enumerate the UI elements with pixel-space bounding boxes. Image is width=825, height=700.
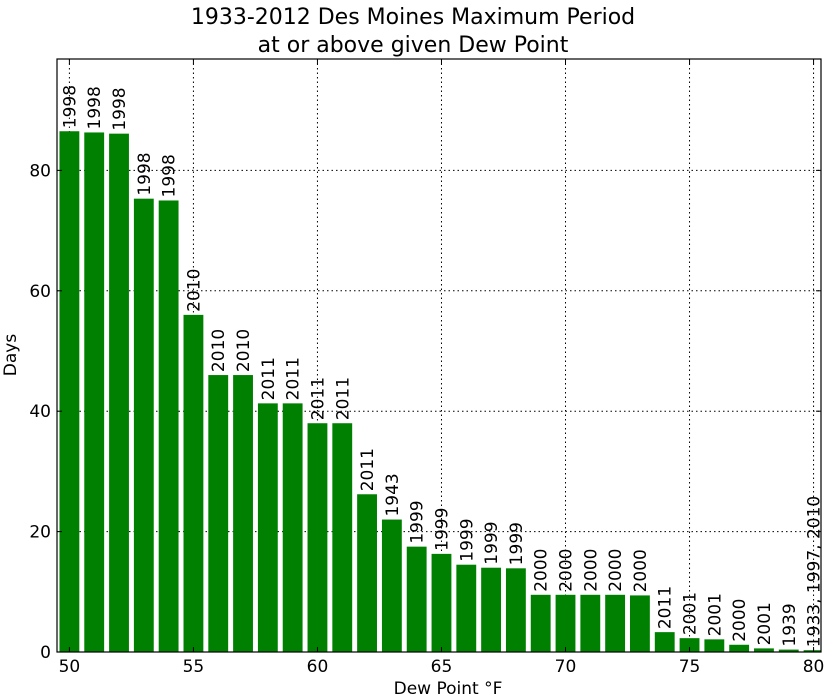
bar [133, 198, 154, 652]
bar [555, 594, 576, 652]
y-tick-label: 20 [29, 523, 51, 543]
bar [729, 644, 750, 652]
x-tick-label: 50 [59, 657, 81, 677]
bar-label: 2000 [631, 549, 651, 592]
bar-label: 2011 [284, 357, 304, 400]
bar-label: 1998 [110, 87, 130, 130]
bar [109, 133, 129, 652]
x-tick-label: 75 [679, 657, 701, 677]
bar [803, 650, 821, 652]
tick-labels-layer: 50 55 60 65 70 75 80 0 20 40 60 80 [29, 161, 824, 677]
bar-label: 2000 [557, 549, 577, 592]
x-tick-label: 70 [555, 657, 577, 677]
bar [84, 132, 105, 653]
bar-label: 1998 [60, 85, 80, 128]
bar [233, 375, 253, 652]
bar-label: 1999 [457, 518, 477, 561]
bar [580, 594, 601, 652]
bar-label: 2001 [705, 593, 725, 636]
bar [778, 649, 799, 652]
bar-label: 2010 [184, 269, 204, 312]
ticks-layer [57, 59, 821, 653]
x-tick-label: 80 [803, 657, 825, 677]
bar [307, 423, 328, 652]
bar-label: 2000 [606, 549, 626, 592]
bar-label: 2001 [681, 592, 701, 635]
bar-label: 2011 [656, 586, 676, 629]
bar [158, 200, 179, 652]
bar-label: 1999 [482, 521, 502, 564]
bar-label: 2000 [532, 549, 552, 592]
bar [530, 594, 551, 652]
bar-label: 2011 [358, 448, 378, 491]
bar-label: 1943 [383, 473, 403, 516]
bar [357, 494, 377, 652]
bar-label: 1999 [408, 500, 428, 543]
chart-title-line-1: 1933-2012 Des Moines Maximum Period [191, 5, 635, 30]
bar-label: 2011 [259, 357, 279, 400]
bar [481, 567, 502, 652]
x-tick-label: 65 [431, 657, 453, 677]
bar-label: 2010 [209, 329, 229, 372]
bar [381, 519, 402, 652]
bar [679, 638, 700, 652]
y-tick-label: 80 [29, 161, 51, 181]
bar-label: 2010 [234, 329, 254, 372]
y-axis-label: Days [1, 334, 21, 377]
x-axis-label: Dew Point °F [394, 679, 503, 699]
bar [456, 564, 477, 652]
bar [59, 131, 80, 652]
chart-title-line-2: at or above given Dew Point [258, 33, 569, 58]
bar-label: 2011 [333, 377, 353, 420]
bar [505, 568, 526, 652]
bar [406, 546, 427, 652]
bar [183, 314, 204, 652]
x-tick-label: 55 [183, 657, 205, 677]
bar [754, 648, 774, 652]
bar [257, 403, 278, 652]
y-tick-label: 40 [29, 402, 51, 422]
bar-label: 2011 [308, 377, 328, 420]
bar-label: 1998 [135, 152, 155, 195]
bar [208, 375, 229, 652]
bar-label: 1999 [507, 522, 527, 565]
bar-label: 1999 [432, 508, 452, 551]
bar [704, 639, 725, 652]
bar [605, 594, 626, 652]
y-tick-label: 60 [29, 282, 51, 302]
bars-layer [59, 131, 821, 653]
x-tick-label: 60 [307, 657, 329, 677]
plot-frame [56, 58, 822, 653]
bar-label: 2000 [581, 549, 601, 592]
bar-label: 1933, 1997, 2010 [805, 496, 825, 647]
bar-label: 2000 [730, 599, 750, 642]
bar [654, 632, 675, 652]
bar-label: 1998 [85, 86, 105, 129]
bar-label: 1939 [780, 603, 800, 646]
bar [282, 403, 303, 652]
bar [630, 595, 650, 652]
bar [431, 553, 452, 652]
y-tick-label: 0 [40, 643, 51, 663]
bar [332, 423, 353, 652]
bar-label: 1998 [160, 154, 180, 197]
bar-label: 2001 [755, 602, 775, 645]
